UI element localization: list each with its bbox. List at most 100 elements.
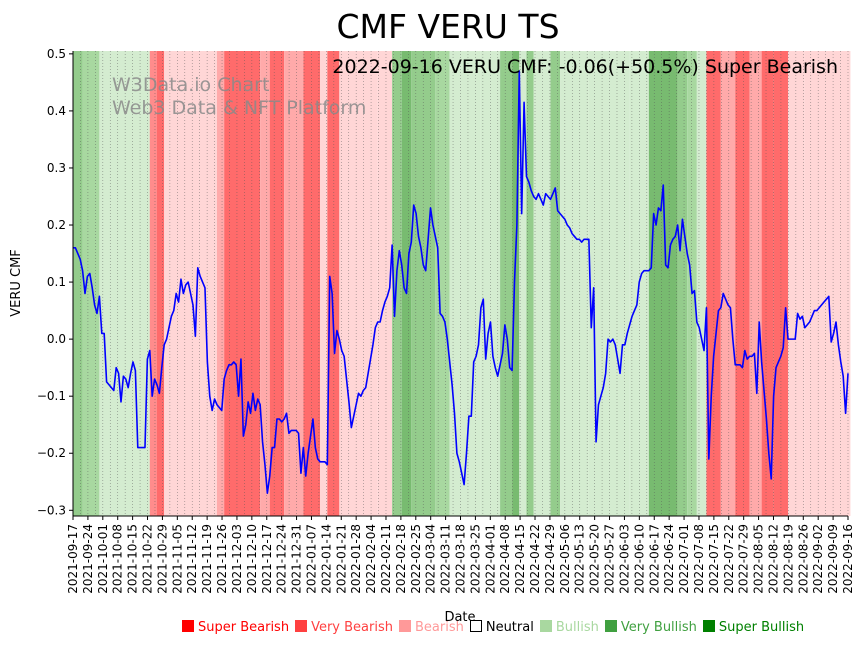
x-tick-label: 2021-10-08 bbox=[111, 524, 125, 594]
state-band-super_bearish bbox=[156, 51, 165, 516]
x-tick-label: 2022-03-25 bbox=[468, 524, 482, 594]
watermark-line-2: Web3 Data & NFT Platform bbox=[112, 97, 366, 119]
y-tick-label: 0.5 bbox=[47, 47, 66, 61]
legend-item: Super Bullish bbox=[702, 620, 804, 635]
state-band-very_bullish bbox=[526, 51, 534, 516]
state-band-super_bullish bbox=[512, 51, 520, 516]
y-tick-label: 0.4 bbox=[47, 104, 66, 118]
x-tick-label: 2022-07-22 bbox=[722, 524, 736, 594]
x-tick-label: 2021-11-12 bbox=[185, 524, 199, 594]
x-tick-label: 2022-03-18 bbox=[454, 524, 468, 594]
state-band-neutral_bearish bbox=[804, 51, 851, 516]
legend-item: Neutral bbox=[469, 620, 534, 635]
x-tick-label: 2022-07-15 bbox=[707, 524, 721, 594]
x-tick-label: 2022-07-29 bbox=[737, 524, 751, 594]
legend-swatch bbox=[295, 620, 308, 632]
y-tick-label: 0.1 bbox=[47, 275, 66, 289]
state-band-very_bearish bbox=[149, 51, 157, 516]
legend-item: Very Bearish bbox=[295, 620, 393, 635]
state-band-super_bearish bbox=[706, 51, 721, 516]
x-tick-label: 2022-01-07 bbox=[304, 524, 318, 594]
state-band-super_bearish bbox=[735, 51, 750, 516]
state-band-super_bearish bbox=[327, 51, 340, 516]
watermark-line-1: W3Data.io Chart bbox=[112, 74, 269, 96]
x-tick-label: 2022-06-03 bbox=[617, 524, 631, 594]
legend-swatch bbox=[604, 620, 617, 632]
state-band-neutral_bearish bbox=[339, 51, 378, 516]
legend: Super Bearish Very Bearish Bearish Neutral B… bbox=[182, 620, 810, 635]
state-band-bearish bbox=[284, 51, 304, 516]
x-tick-label: 2022-08-26 bbox=[796, 524, 810, 594]
y-tick-label: 0.0 bbox=[47, 332, 66, 346]
state-band-neutral_bullish bbox=[99, 51, 150, 516]
x-tick-label: 2022-09-02 bbox=[811, 524, 825, 594]
state-band-super_bearish bbox=[269, 51, 285, 516]
x-tick-label: 2022-05-06 bbox=[558, 524, 572, 594]
legend-item: Bullish bbox=[539, 620, 599, 635]
latest-value-annotation: 2022-09-16 VERU CMF: -0.06(+50.5%) Super… bbox=[332, 56, 838, 78]
x-tick-label: 2022-02-04 bbox=[364, 524, 378, 594]
x-tick-label: 2022-04-15 bbox=[513, 524, 527, 594]
x-tick-label: 2022-03-11 bbox=[439, 524, 453, 594]
x-tick-label: 2021-10-22 bbox=[141, 524, 155, 594]
watermark: W3Data.io Chart Web3 Data & NFT Platform bbox=[112, 74, 366, 119]
x-tick-label: 2022-09-09 bbox=[826, 524, 840, 594]
x-tick-label: 2022-02-18 bbox=[394, 524, 408, 594]
state-band-very_bullish bbox=[411, 51, 436, 516]
x-tick-label: 2022-05-27 bbox=[603, 524, 617, 594]
x-tick-label: 2022-06-24 bbox=[662, 524, 676, 594]
x-tick-label: 2021-09-24 bbox=[81, 524, 95, 594]
x-tick-label: 2022-02-25 bbox=[409, 524, 423, 594]
state-band-very_bullish bbox=[500, 51, 513, 516]
state-band-neutral_bullish bbox=[696, 51, 707, 516]
y-tick-label: −0.2 bbox=[37, 446, 66, 460]
state-band-very_bullish bbox=[73, 51, 83, 516]
x-tick-label: 2021-11-19 bbox=[200, 524, 214, 594]
state-band-bullish bbox=[687, 51, 697, 516]
y-tick-label: −0.1 bbox=[37, 389, 66, 403]
state-band-neutral_bearish bbox=[164, 51, 217, 516]
vertical-gridlines bbox=[72, 51, 849, 516]
legend-swatch bbox=[469, 620, 482, 632]
x-tick-label: 2022-04-29 bbox=[543, 524, 557, 594]
state-band-super_bearish bbox=[773, 51, 789, 516]
x-tick-label: 2022-07-01 bbox=[677, 524, 691, 594]
state-band-very_bullish bbox=[550, 51, 561, 516]
x-tick-label: 2022-06-17 bbox=[647, 524, 661, 594]
legend-item: Very Bullish bbox=[604, 620, 697, 635]
x-axis-ticks: 2021-09-17 2021-09-24 2021-10-01 2021-10-08… bbox=[66, 516, 855, 594]
legend-swatch bbox=[539, 620, 552, 632]
legend-label: Bullish bbox=[555, 620, 599, 635]
state-band-neutral_bullish bbox=[449, 51, 481, 516]
cmf-series-line bbox=[73, 70, 849, 494]
chart-title: CMF VERU TS bbox=[336, 7, 559, 46]
x-tick-label: 2022-05-20 bbox=[588, 524, 602, 594]
state-band-bullish bbox=[435, 51, 450, 516]
x-tick-label: 2022-01-14 bbox=[319, 524, 333, 594]
x-tick-label: 2022-08-12 bbox=[766, 524, 780, 594]
x-tick-label: 2022-04-08 bbox=[498, 524, 512, 594]
x-tick-label: 2022-01-21 bbox=[334, 524, 348, 594]
y-tick-label: −0.3 bbox=[37, 503, 66, 517]
state-band-neutral_bullish bbox=[480, 51, 501, 516]
state-band-very_bullish bbox=[677, 51, 688, 516]
y-axis-ticks: 0.5 0.4 0.3 0.2 0.1 0.0 −0.1 −0.2 −0.3 bbox=[37, 47, 73, 517]
x-tick-label: 2021-12-24 bbox=[275, 524, 289, 594]
state-band-neutral_bullish bbox=[533, 51, 551, 516]
state-band-bearish bbox=[216, 51, 225, 516]
x-tick-label: 2022-06-10 bbox=[632, 524, 646, 594]
y-tick-label: 0.3 bbox=[47, 161, 66, 175]
legend-item: Super Bearish bbox=[182, 620, 289, 635]
x-tick-label: 2021-12-03 bbox=[230, 524, 244, 594]
x-tick-label: 2022-04-01 bbox=[483, 524, 497, 594]
y-tick-label: 0.2 bbox=[47, 218, 66, 232]
legend-swatch bbox=[182, 620, 194, 632]
x-tick-label: 2021-12-10 bbox=[245, 524, 259, 594]
x-tick-label: 2021-10-15 bbox=[126, 524, 140, 594]
x-tick-label: 2022-08-19 bbox=[781, 524, 795, 594]
legend-label: Bearish bbox=[414, 620, 464, 635]
x-tick-label: 2021-12-31 bbox=[290, 524, 304, 594]
state-band-bearish bbox=[720, 51, 736, 516]
x-tick-label: 2021-11-26 bbox=[215, 524, 229, 594]
